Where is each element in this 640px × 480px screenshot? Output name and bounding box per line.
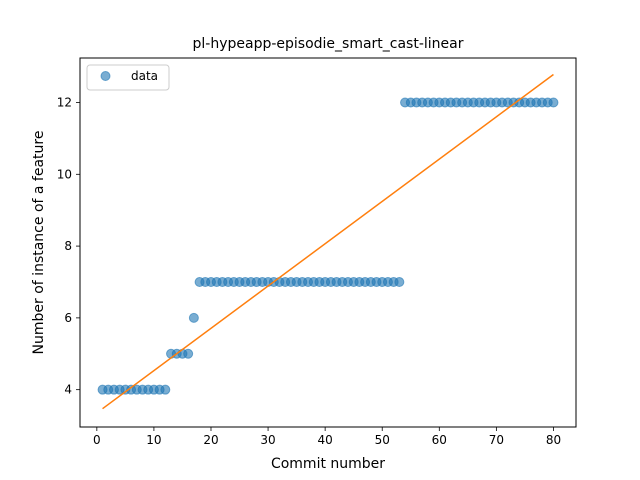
y-tick-label: 10 bbox=[57, 167, 72, 181]
legend-marker bbox=[100, 71, 111, 81]
x-tick-label: 70 bbox=[489, 433, 504, 447]
x-tick-label: 40 bbox=[318, 433, 333, 447]
y-axis: 4 6 8 10 12 bbox=[57, 96, 80, 397]
x-tick-label: 60 bbox=[432, 433, 447, 447]
data-point bbox=[160, 384, 171, 395]
legend-box bbox=[86, 64, 170, 91]
y-tick-label: 4 bbox=[64, 383, 72, 397]
legend: data bbox=[86, 64, 170, 91]
data-point bbox=[548, 97, 559, 108]
plot-marks bbox=[97, 73, 559, 410]
x-axis-label: Commit number bbox=[271, 456, 385, 472]
y-tick-label: 12 bbox=[57, 96, 72, 110]
x-tick-label: 20 bbox=[203, 433, 218, 447]
x-axis: 0 10 20 30 40 50 60 70 80 bbox=[93, 427, 561, 447]
x-tick-label: 80 bbox=[546, 433, 561, 447]
fit-line bbox=[102, 73, 554, 410]
plot-frame bbox=[79, 57, 577, 428]
x-tick-label: 50 bbox=[375, 433, 390, 447]
x-tick-label: 0 bbox=[93, 433, 101, 447]
chart-title: pl-hypeapp-episodie_smart_cast-linear bbox=[193, 36, 464, 52]
y-tick-label: 6 bbox=[64, 311, 72, 325]
x-tick-label: 10 bbox=[146, 433, 161, 447]
data-point bbox=[188, 312, 199, 323]
y-axis-label: Number of instance of a feature bbox=[31, 131, 47, 355]
data-point bbox=[183, 348, 194, 359]
x-tick-label: 30 bbox=[260, 433, 275, 447]
legend-label-data: data bbox=[131, 69, 158, 83]
y-tick-label: 8 bbox=[64, 239, 72, 253]
data-point bbox=[394, 276, 405, 287]
